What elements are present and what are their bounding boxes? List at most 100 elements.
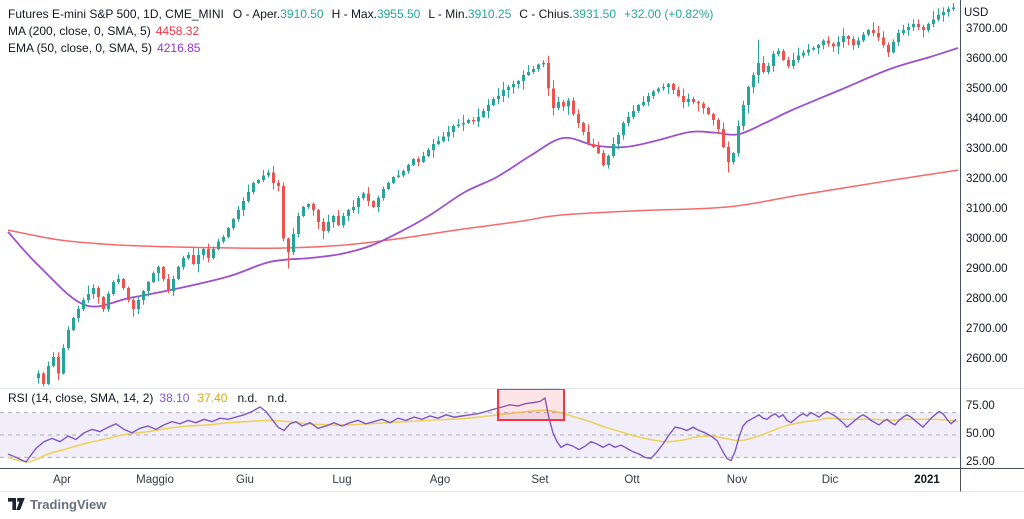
candle[interactable] (742, 105, 745, 126)
candle[interactable] (487, 105, 490, 111)
candle[interactable] (537, 64, 540, 70)
candle[interactable] (847, 36, 850, 39)
candle[interactable] (557, 102, 560, 108)
candle[interactable] (107, 294, 110, 309)
candle[interactable] (42, 373, 45, 385)
candle[interactable] (347, 210, 350, 216)
candle[interactable] (772, 54, 775, 66)
candle[interactable] (682, 96, 685, 102)
candle[interactable] (197, 255, 200, 264)
candle[interactable] (527, 72, 530, 75)
candle[interactable] (787, 60, 790, 66)
candle[interactable] (722, 129, 725, 147)
candle[interactable] (932, 19, 935, 25)
candle[interactable] (247, 192, 250, 201)
candle[interactable] (352, 207, 355, 210)
candle[interactable] (482, 111, 485, 117)
candle[interactable] (192, 255, 195, 264)
candle[interactable] (212, 249, 215, 258)
candle[interactable] (372, 201, 375, 207)
candle[interactable] (177, 267, 180, 279)
candle[interactable] (602, 153, 605, 165)
candle[interactable] (287, 238, 290, 253)
candle[interactable] (292, 234, 295, 252)
candle[interactable] (342, 216, 345, 225)
candle[interactable] (862, 34, 865, 41)
candle[interactable] (122, 279, 125, 288)
candle[interactable] (562, 102, 565, 107)
candlestick-series[interactable] (37, 3, 955, 387)
tradingview-logo[interactable]: TradingView (8, 497, 106, 512)
candle[interactable] (217, 241, 220, 250)
candle[interactable] (427, 150, 430, 156)
ema-legend[interactable]: EMA (50, close, 0, SMA, 5) 4216.85 (8, 41, 200, 55)
candle[interactable] (432, 144, 435, 150)
ma-200-line[interactable] (7, 169, 959, 249)
candle[interactable] (317, 210, 320, 222)
candle[interactable] (387, 183, 390, 189)
candle[interactable] (577, 114, 580, 123)
candle[interactable] (712, 114, 715, 120)
candle[interactable] (222, 237, 225, 242)
candle[interactable] (82, 300, 85, 309)
candle[interactable] (792, 60, 795, 66)
candle[interactable] (337, 216, 340, 225)
candle[interactable] (647, 96, 650, 102)
candle[interactable] (627, 117, 630, 123)
candle[interactable] (37, 373, 40, 379)
candle[interactable] (442, 136, 445, 142)
candle[interactable] (477, 117, 480, 122)
candle[interactable] (697, 102, 700, 104)
candle[interactable] (917, 24, 920, 27)
candle[interactable] (407, 165, 410, 171)
candle[interactable] (112, 282, 115, 294)
candle[interactable] (762, 63, 765, 72)
candle[interactable] (412, 159, 415, 165)
candle[interactable] (812, 48, 815, 50)
candle[interactable] (642, 102, 645, 105)
candle[interactable] (382, 189, 385, 198)
candle[interactable] (167, 279, 170, 291)
candle[interactable] (327, 222, 330, 231)
candle[interactable] (922, 27, 925, 30)
candle[interactable] (912, 24, 915, 27)
candle[interactable] (262, 175, 265, 181)
candle[interactable] (542, 63, 545, 65)
candle[interactable] (52, 357, 55, 366)
candle[interactable] (322, 222, 325, 231)
candle[interactable] (622, 123, 625, 135)
candle[interactable] (417, 159, 420, 162)
rsi-legend[interactable]: RSI (14, close, SMA, 14, 2) 38.10 37.40 n.d… (8, 391, 287, 405)
candle[interactable] (907, 27, 910, 30)
candle[interactable] (237, 210, 240, 219)
candle[interactable] (587, 132, 590, 144)
candle[interactable] (942, 12, 945, 15)
candle[interactable] (57, 357, 60, 374)
candle[interactable] (492, 99, 495, 105)
candle[interactable] (752, 75, 755, 87)
candle[interactable] (672, 84, 675, 90)
candle[interactable] (582, 123, 585, 132)
candle[interactable] (447, 132, 450, 137)
candle[interactable] (727, 147, 730, 162)
candle[interactable] (702, 103, 705, 109)
candle[interactable] (77, 309, 80, 318)
candle[interactable] (397, 175, 400, 178)
candle[interactable] (392, 177, 395, 183)
candle[interactable] (782, 51, 785, 60)
candle[interactable] (747, 87, 750, 105)
candle[interactable] (657, 88, 660, 92)
candle[interactable] (852, 39, 855, 45)
candle[interactable] (767, 66, 770, 72)
candle[interactable] (522, 75, 525, 81)
candle[interactable] (817, 45, 820, 48)
candle[interactable] (877, 33, 880, 38)
candle[interactable] (257, 180, 260, 183)
candle[interactable] (797, 55, 800, 61)
candle[interactable] (552, 88, 555, 109)
candle[interactable] (302, 207, 305, 216)
candle[interactable] (162, 267, 165, 279)
candle[interactable] (87, 294, 90, 300)
rsi-line[interactable] (7, 396, 957, 463)
candle[interactable] (227, 228, 230, 237)
